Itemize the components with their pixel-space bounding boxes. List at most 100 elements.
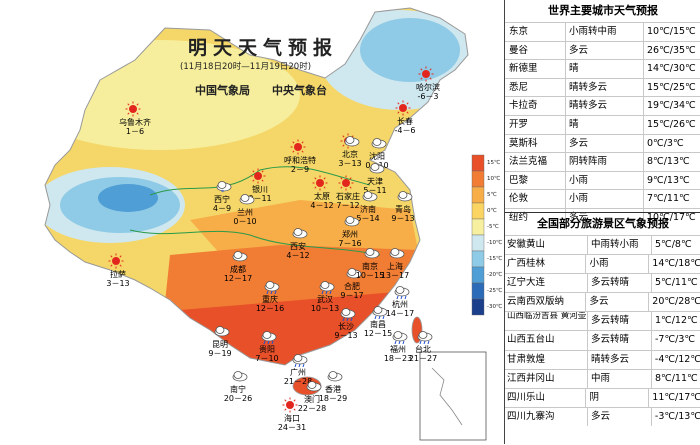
cloud-icon (232, 371, 248, 382)
city-forecast: 长春 -4－6 (394, 117, 415, 135)
city-name: 杭州 (391, 300, 408, 309)
city-forecast: 杭州 14－17 (386, 300, 414, 318)
agency-cma: 中国气象局 (195, 84, 250, 97)
city-name: 贵阳 (259, 345, 275, 354)
weather-desc: 阴 (585, 388, 648, 407)
weather-desc: 多云转晴 (587, 312, 651, 331)
city-temp: 1－6 (125, 127, 145, 136)
svg-text:*: * (221, 189, 224, 194)
temp-range: -7℃/3℃ (651, 331, 700, 350)
city-forecast: 乌鲁木齐 1－6 (119, 118, 151, 136)
weather-desc: 晴 (565, 60, 643, 78)
spot-name: 山西五台山 (507, 334, 555, 346)
city-forecast: 昆明 9－19 (208, 340, 231, 358)
city-name: 北京 (342, 150, 358, 159)
world-city-row: 开罗 晴 15℃/26℃ (505, 114, 700, 134)
city-name: 兰州 (237, 208, 253, 217)
city-name: 长春 (396, 117, 413, 126)
sun-cloud-icon (340, 133, 360, 149)
agency-nmc: 中央气象台 (272, 84, 327, 97)
weather-desc: 小雨 (585, 255, 648, 274)
city-name: 曼谷 (509, 44, 529, 56)
temp-range: 15℃/26℃ (643, 115, 700, 134)
city-temp: 2－9 (290, 165, 310, 174)
world-city-table: 世界主要城市天气预报 东京 小雨转中雨 10℃/15℃ 曼谷 多云 26℃/35℃ 新德里晴… (505, 0, 700, 227)
scenic-table-title: 全国部分旅游景区气象预报 (537, 217, 669, 230)
scenic-spot-row: 云南西双版纳 多云 20℃/28℃ (505, 292, 700, 312)
city-temp: 21－27 (408, 354, 438, 363)
temp-range: 19℃/34℃ (643, 97, 700, 115)
temp-range: 7℃/11℃ (643, 190, 700, 208)
cloud-icon (397, 191, 413, 202)
city-forecast: 哈尔滨 -6－3 (416, 83, 440, 101)
city-temp: 13－17 (380, 271, 410, 280)
world-city-row: 曼谷 多云 26℃/35℃ (505, 40, 700, 60)
rain-icon (319, 281, 335, 294)
scenic-spot-row: 山西临汾吉县 黄河壶口瀑布多云转晴1℃/12℃ (505, 311, 700, 331)
legend-swatch (471, 218, 485, 236)
cloud-icon (369, 163, 385, 174)
legend-label: 15℃ (487, 160, 501, 166)
world-city-row: 东京 小雨转中雨 10℃/15℃ (505, 22, 700, 41)
weather-desc: 小雨 (565, 171, 643, 190)
city-name: 纽约 (509, 211, 529, 223)
cloud-icon (344, 216, 360, 227)
cloud-icon (346, 268, 362, 279)
weather-desc: 多云转晴 (587, 331, 651, 350)
city-name: 香港 (324, 385, 341, 394)
weather-desc: 小雨 (565, 190, 643, 208)
sun-icon (290, 139, 306, 155)
scenic-spot-row: 甘肃敦煌 晴转多云 -4℃/12℃ (505, 349, 700, 369)
city-name: 伦敦 (509, 193, 529, 205)
city-name: 哈尔滨 (416, 83, 440, 92)
weather-desc: 多云 (565, 134, 643, 153)
city-name: 成都 (229, 265, 246, 274)
city-name: 卡拉奇 (509, 100, 538, 112)
city-forecast: 青岛 9－13 (391, 205, 414, 223)
city-name: 莫斯科 (509, 137, 538, 149)
cloud-icon (389, 248, 405, 259)
temp-range: 10℃/15℃ (643, 23, 700, 41)
scenic-spot-row: 四川九寨沟 多云 -3℃/13℃ (505, 406, 700, 426)
city-name: 海口 (283, 414, 300, 423)
rain-icon (264, 281, 280, 294)
city-name: 太原 (314, 192, 330, 201)
city-forecast: 广州 21－28 (284, 368, 312, 386)
world-city-row: 新德里 晴 14℃/30℃ (505, 59, 700, 78)
temp-range: 14℃/30℃ (643, 60, 700, 78)
spot-name: 辽宁大连 (507, 277, 546, 289)
temp-range: 10℃/17℃ (643, 208, 700, 227)
weather-desc: 多云 (565, 208, 643, 227)
city-temp: 12－17 (223, 274, 253, 283)
city-name: 天津 (367, 177, 383, 186)
sun-icon (282, 397, 298, 413)
city-temp: 4－9 (212, 204, 232, 213)
rain-icon (340, 308, 356, 321)
city-name: 长沙 (338, 322, 354, 331)
city-name: 南宁 (229, 385, 246, 394)
legend-label: -20℃ (487, 272, 503, 278)
city-name: 拉萨 (110, 270, 126, 279)
legend-label: -5℃ (487, 224, 499, 230)
legend-label: -10℃ (487, 240, 503, 246)
cloud-icon (362, 191, 378, 202)
city-temp: 18－23 (383, 354, 413, 363)
city-name: 台北 (414, 345, 431, 354)
sun-icon (125, 101, 141, 117)
city-temp: 3－13 (338, 159, 362, 168)
city-forecast: 武汉 10－13 (311, 295, 339, 313)
city-name: 西宁 (214, 195, 230, 204)
city-temp: 7－16 (338, 239, 362, 248)
temp-range: 5℃/8℃ (651, 236, 700, 255)
temp-range: 9℃/13℃ (643, 171, 700, 190)
city-forecast: 台北 21－27 (409, 345, 437, 363)
scenic-spot-table: 全国部分旅游景区气象预报 安徽黄山 中雨转小雨 5℃/8℃ 广西桂林 小雨 14℃/18℃… (505, 212, 700, 445)
sun-icon (312, 175, 328, 191)
city-forecast: 太原 4－12 (310, 192, 333, 210)
legend-label: 0℃ (487, 208, 497, 214)
city-forecast: 西宁 4－9 (213, 195, 231, 213)
spot-name: 四川九寨沟 (507, 410, 555, 422)
city-name: 郑州 (342, 230, 358, 239)
city-forecast: 海口 24－31 (278, 414, 306, 432)
city-temp: 22－28 (297, 404, 327, 413)
